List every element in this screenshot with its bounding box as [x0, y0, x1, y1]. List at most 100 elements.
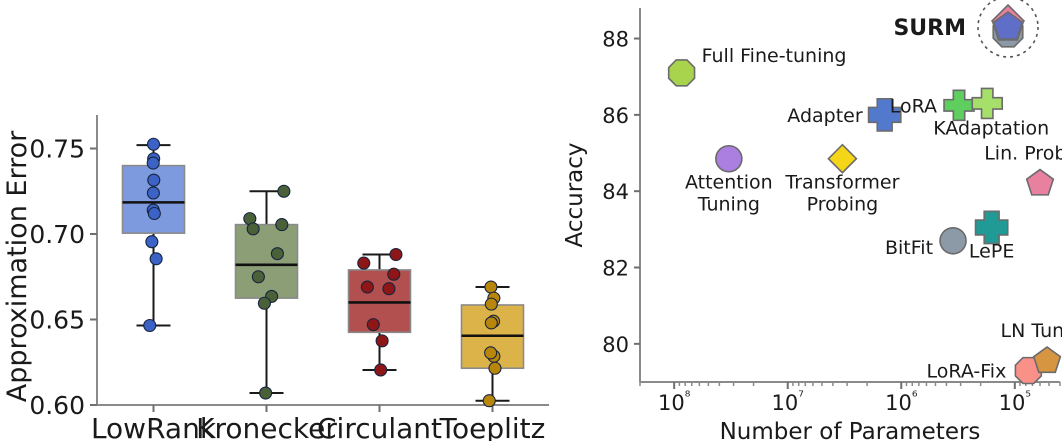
circle-marker	[939, 226, 967, 255]
x-marker	[974, 210, 1009, 245]
box-group-kronecker	[234, 184, 299, 412]
left-axes	[96, 115, 549, 406]
data-point	[246, 222, 260, 236]
scatter-panel: 88 86 84 82 80 10⁸ 10⁷ 10⁶ 10⁵ Number of Paramete…	[560, 0, 1062, 441]
data-point	[275, 218, 289, 232]
x-tick-label: 10⁸	[658, 389, 691, 415]
y-tick-label: 88	[602, 28, 629, 52]
plus-marker	[943, 89, 975, 122]
data-point	[146, 156, 160, 170]
data-point	[484, 280, 498, 294]
y-axis-title: Accuracy	[562, 142, 588, 247]
pentagon-marker	[1032, 346, 1062, 374]
point-marker-full-fine-tuning	[667, 59, 696, 87]
point-label-attention-tuning: Attention Tuning	[685, 172, 773, 216]
y-tick-label: 82	[602, 257, 629, 281]
data-point	[484, 297, 498, 311]
data-point	[277, 184, 291, 198]
y-tick-group: 0.75 0.70 0.65 0.60	[29, 135, 97, 420]
data-point	[374, 363, 388, 377]
data-point	[482, 394, 496, 408]
data-point	[149, 252, 163, 266]
x-tick-group: 10⁸ 10⁷ 10⁶ 10⁵	[658, 389, 1031, 415]
point-label-kadaptation: KAdaptation	[933, 117, 1049, 139]
diamond-marker	[827, 143, 858, 174]
point-label-ln-tuning: LN Tuning	[1001, 320, 1062, 342]
data-point	[387, 267, 401, 281]
point-marker-bitfit	[939, 226, 967, 255]
data-point	[146, 186, 160, 200]
category-label-kronecker: Kronecker	[196, 412, 337, 441]
y-tick-label: 0.70	[29, 220, 85, 249]
scatter-points: Full Fine-tuning Attention Tuning Adapter Tr…	[667, 45, 1062, 385]
surm-highlight: SURM	[893, 0, 1039, 58]
point-marker-lepe	[974, 210, 1009, 245]
box-group-toeplitz	[460, 280, 525, 412]
data-points	[143, 137, 163, 333]
x-minor-tick-group	[639, 382, 1061, 389]
point-marker-kadaptation	[971, 87, 1004, 120]
data-point	[360, 280, 374, 294]
point-marker-lin-probing	[1025, 168, 1055, 196]
data-point	[484, 346, 498, 360]
category-label-toeplitz: Toeplitz	[439, 412, 546, 441]
data-point	[484, 316, 498, 330]
plus-marker	[971, 87, 1004, 120]
octagon-marker	[667, 59, 696, 87]
surm-label: SURM	[893, 16, 966, 41]
point-label-lin-probing: Lin. Probing	[984, 143, 1062, 165]
data-point	[146, 137, 161, 151]
surm-pentagon-marker-top	[992, 11, 1024, 40]
scatter-svg: 88 86 84 82 80 10⁸ 10⁷ 10⁶ 10⁵ Number of Paramete…	[562, 0, 1062, 441]
data-point	[145, 235, 159, 249]
data-points	[482, 280, 502, 408]
y-axis-title: Approximation Error	[2, 130, 33, 402]
x-tick-label: 10⁶	[885, 389, 918, 415]
data-points	[243, 184, 291, 400]
point-label-transformer-probing: Transformer Probing	[784, 172, 899, 216]
point-marker-ln-tuning	[1032, 346, 1062, 374]
right-axes	[639, 8, 1060, 383]
point-marker-lora	[943, 89, 975, 122]
pentagon-marker	[992, 11, 1024, 40]
point-marker-attention-tuning	[715, 144, 743, 173]
y-tick-label: 0.60	[29, 391, 85, 420]
data-point	[251, 270, 265, 284]
point-label-lepe: LePE	[969, 240, 1014, 262]
y-tick-label: 80	[602, 333, 629, 357]
category-label-lowrank: LowRank	[91, 412, 217, 441]
point-label-lora-fix: LoRA-Fix	[927, 361, 1007, 383]
data-point	[257, 296, 271, 310]
y-tick-label: 0.65	[29, 306, 85, 335]
box-rect	[234, 223, 299, 299]
x-tick-label: 10⁵	[999, 389, 1031, 415]
data-point	[375, 334, 389, 348]
point-marker-transformer-probing	[827, 143, 858, 174]
circle-marker	[715, 144, 743, 173]
y-tick-label: 86	[602, 104, 629, 128]
point-label-lora: LoRA	[890, 95, 937, 117]
data-point	[270, 247, 284, 261]
point-label-bitfit: BitFit	[885, 237, 933, 259]
x-axis-title: Number of Parameters	[720, 419, 981, 441]
data-point	[259, 386, 273, 400]
point-label-full-fine-tuning: Full Fine-tuning	[702, 45, 847, 67]
pentagon-marker	[1025, 168, 1055, 196]
data-point	[488, 361, 502, 375]
data-point	[366, 318, 380, 332]
point-marker-adapter	[867, 97, 902, 132]
data-point	[143, 318, 157, 333]
x-marker	[867, 97, 902, 132]
category-label-circulant: Circulant	[317, 412, 442, 441]
y-axis-title-text: Approximation Error	[2, 130, 33, 402]
data-point	[382, 282, 396, 296]
surm-dashed-circle	[977, 0, 1039, 58]
y-tick-label: 0.75	[29, 135, 85, 164]
data-points	[357, 247, 403, 377]
point-label-adapter: Adapter	[787, 105, 863, 127]
data-point	[147, 173, 161, 187]
boxplot-panel: 0.75 0.70 0.65 0.60 Approximation Error LowRa…	[2, 115, 549, 441]
y-tick-label: 84	[602, 180, 629, 204]
